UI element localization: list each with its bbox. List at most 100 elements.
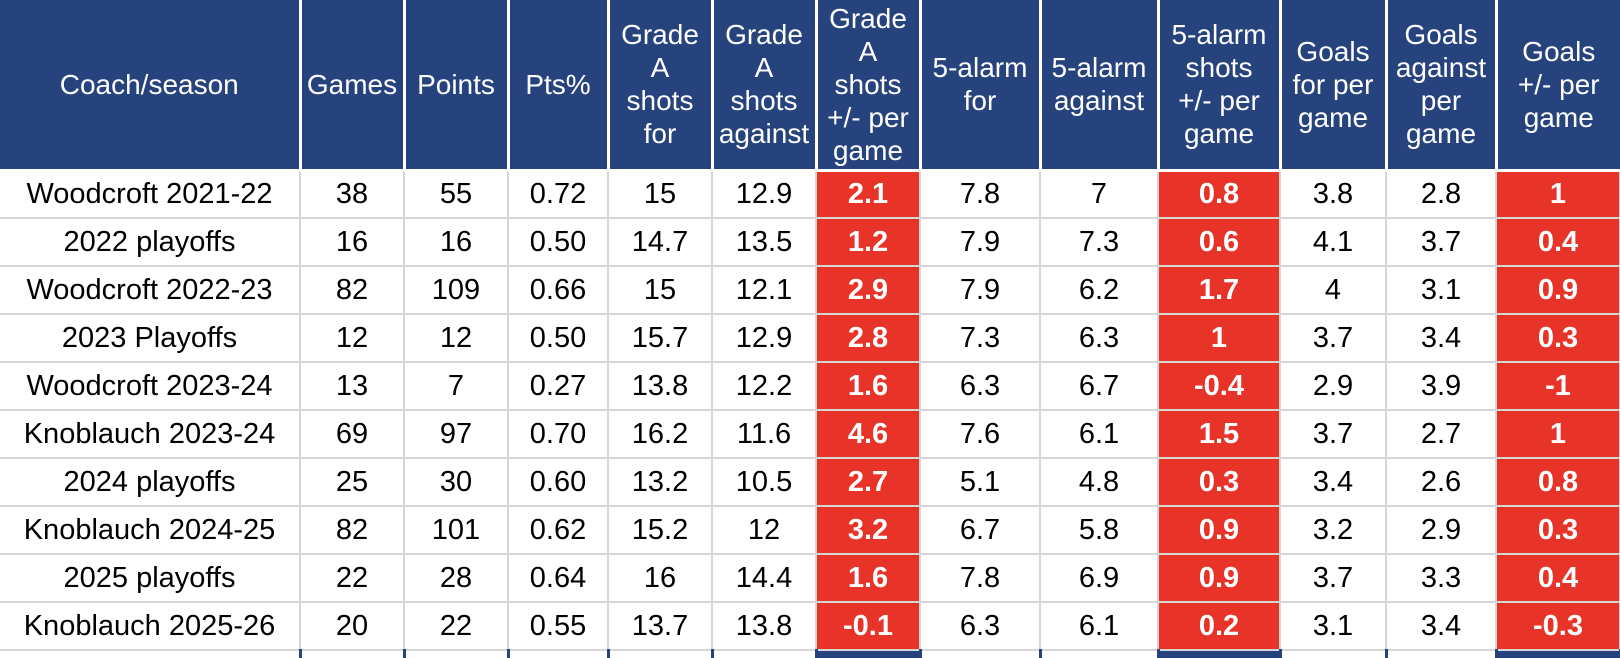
table-cell: 0.8	[1158, 170, 1281, 219]
table-cell: -0.1	[816, 602, 921, 651]
table-cell: 1.2	[816, 218, 921, 267]
table-cell: 2.9	[816, 266, 921, 315]
cutoff-cell	[712, 650, 818, 658]
cutoff-cell	[0, 650, 302, 658]
table-cell: 0.9	[1496, 266, 1620, 315]
table-cell: 6.2	[1040, 266, 1159, 315]
table-cell: 2.9	[1280, 362, 1387, 411]
cutoff-cell	[608, 650, 714, 658]
table-cell: 1.6	[816, 554, 921, 603]
table-cell: 16.2	[608, 410, 713, 459]
row-label-cell: Knoblauch 2023-24	[0, 410, 301, 459]
table-cell: 0.9	[1158, 506, 1281, 555]
table-row: Woodcroft 2023-24 13 7 0.27 13.8 12.2 1.6 6.3 6.…	[0, 362, 1620, 411]
table-cell: 4.1	[1280, 218, 1387, 267]
table-cell: 10.5	[712, 458, 817, 507]
column-header: Coach/season	[0, 0, 302, 172]
table-cell: 0.50	[508, 314, 609, 363]
row-label-cell: 2024 playoffs	[0, 458, 301, 507]
table-cell: 3.1	[1280, 602, 1387, 651]
table-cell: 7.3	[1040, 218, 1159, 267]
table-row: 2023 Playoffs 12 12 0.50 15.7 12.9 2.8 7.3 6.3 1 3…	[0, 314, 1620, 363]
table-cell: 0.64	[508, 554, 609, 603]
table-cell: 1.7	[1158, 266, 1281, 315]
table-cell: 6.1	[1040, 602, 1159, 651]
table-cell: 0.72	[508, 170, 609, 219]
row-label-cell: 2022 playoffs	[0, 218, 301, 267]
table-cell: 15	[608, 266, 713, 315]
table-cell: 13.8	[712, 602, 817, 651]
table-cell: 1.5	[1158, 410, 1281, 459]
table-cell: 6.7	[1040, 362, 1159, 411]
column-header: Games	[300, 0, 406, 172]
table-cell: 11.6	[712, 410, 817, 459]
table-cell: 2.1	[816, 170, 921, 219]
table-cell: 55	[404, 170, 509, 219]
table-cell: 0.3	[1496, 314, 1620, 363]
cutoff-cell	[1386, 650, 1498, 658]
cutoff-cell	[920, 650, 1042, 658]
table-cell: 2.7	[1386, 410, 1497, 459]
table-cell: 13.7	[608, 602, 713, 651]
table-cell: 5.8	[1040, 506, 1159, 555]
table-cell: 13.5	[712, 218, 817, 267]
table-cell: 22	[404, 602, 509, 651]
table-cell: 2.9	[1386, 506, 1497, 555]
column-header: 5-alarm shots +/- per game	[1158, 0, 1282, 172]
table-cell: 38	[300, 170, 405, 219]
table-cell: 12.1	[712, 266, 817, 315]
row-label-cell: 2023 Playoffs	[0, 314, 301, 363]
row-label-cell: Knoblauch 2025-26	[0, 602, 301, 651]
table-row: Woodcroft 2022-23 82 109 0.66 15 12.1 2.9 7.9 6.…	[0, 266, 1620, 315]
table-cell: 3.7	[1280, 410, 1387, 459]
table-cell: 0.60	[508, 458, 609, 507]
column-header: Goals +/- per game	[1496, 0, 1620, 172]
table-row: 2024 playoffs 25 30 0.60 13.2 10.5 2.7 5.1 4.8 0.…	[0, 458, 1620, 507]
table-cell: 3.7	[1280, 314, 1387, 363]
table-body: Woodcroft 2021-22 38 55 0.72 15 12.9 2.1 7.8 7 0.…	[0, 170, 1620, 658]
table-cell: 7.3	[920, 314, 1041, 363]
table-cell: 0.66	[508, 266, 609, 315]
column-header: Grade A shots +/- per game	[816, 0, 922, 172]
table-cell: 69	[300, 410, 405, 459]
table-cell: 13	[300, 362, 405, 411]
column-header: Pts%	[508, 0, 610, 172]
cutoff-cell	[1040, 650, 1160, 658]
table-cell: 0.3	[1158, 458, 1281, 507]
table-header: Coach/season Games Points Pts% Grade A shots…	[0, 0, 1620, 172]
column-header: Points	[404, 0, 510, 172]
table-cell: 12	[712, 506, 817, 555]
table-cell: 1	[1496, 410, 1620, 459]
table-cell: 82	[300, 266, 405, 315]
column-header: 5-alarm against	[1040, 0, 1160, 172]
cutoff-cell	[816, 650, 922, 658]
table-cell: 3.2	[816, 506, 921, 555]
table-cell: 0.62	[508, 506, 609, 555]
table-cell: 3.4	[1280, 458, 1387, 507]
table-cell: 4.8	[1040, 458, 1159, 507]
table-cell: 3.4	[1386, 314, 1497, 363]
header-row: Coach/season Games Points Pts% Grade A shots…	[0, 0, 1620, 172]
table-cell: 1.6	[816, 362, 921, 411]
table-cell: 0.27	[508, 362, 609, 411]
row-label-cell: Woodcroft 2023-24	[0, 362, 301, 411]
column-header: Grade A shots against	[712, 0, 818, 172]
table-cell: 0.4	[1496, 218, 1620, 267]
table-cell: 1	[1496, 170, 1620, 219]
table-cell: 12.2	[712, 362, 817, 411]
table-cell: 4	[1280, 266, 1387, 315]
table-row: Knoblauch 2024-25 82 101 0.62 15.2 12 3.2 6.7 5.…	[0, 506, 1620, 555]
table-cell: 13.2	[608, 458, 713, 507]
table-cell: 2.8	[1386, 170, 1497, 219]
cutoff-row	[0, 650, 1620, 658]
table-cell: 14.4	[712, 554, 817, 603]
table-cell: 0.9	[1158, 554, 1281, 603]
table-cell: 0.6	[1158, 218, 1281, 267]
table-row: 2022 playoffs 16 16 0.50 14.7 13.5 1.2 7.9 7.3 0.…	[0, 218, 1620, 267]
table-cell: 7.9	[920, 218, 1041, 267]
table-cell: 15.7	[608, 314, 713, 363]
table-cell: 7.8	[920, 554, 1041, 603]
table-cell: 6.3	[920, 602, 1041, 651]
table-cell: 30	[404, 458, 509, 507]
